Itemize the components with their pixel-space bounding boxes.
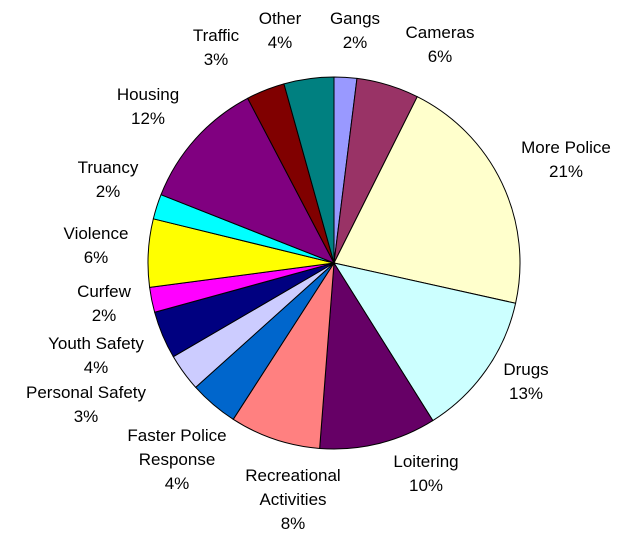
pie-slice-other: [283, 76, 335, 264]
pie-label-line: 2%: [96, 182, 121, 201]
pie-label-line: 2%: [343, 33, 368, 52]
pie-label-line: Curfew: [77, 282, 132, 301]
pie-label-line: Violence: [64, 224, 129, 243]
pie-label-line: Personal Safety: [26, 383, 147, 402]
pie-slice-recreational: [232, 262, 335, 449]
pie-label-line: More Police: [521, 138, 611, 157]
pie-label-violence: Violence 6%: [64, 224, 129, 267]
pie-label-other: Other 4%: [259, 9, 302, 52]
pie-slice-more-police: [333, 96, 521, 304]
pie-label-line: 4%: [84, 358, 109, 377]
pie-label-more-police: More Police 21%: [521, 138, 611, 181]
pie-label-truancy: Truancy 2%: [78, 158, 139, 201]
pie-slice-housing: [160, 97, 335, 264]
pie-label-line: 4%: [268, 33, 293, 52]
pie-label-line: 6%: [84, 248, 109, 267]
pie-label-line: Recreational: [245, 466, 340, 485]
pie-slice-loitering: [319, 262, 434, 450]
pie-label-line: Faster Police: [127, 426, 226, 445]
pie-label-faster-police: Faster Police Response 4%: [127, 426, 226, 493]
pie-label-drugs: Drugs 13%: [503, 360, 548, 403]
pie-label-line: 4%: [165, 474, 190, 493]
pie-label-traffic: Traffic 3%: [193, 26, 240, 69]
pie-label-line: 3%: [74, 407, 99, 426]
pie-label-line: 21%: [549, 162, 583, 181]
pie-label-line: Traffic: [193, 26, 240, 45]
pie-label-line: Housing: [117, 85, 179, 104]
pie-label-line: 8%: [281, 514, 306, 533]
pie-label-line: 13%: [509, 384, 543, 403]
pie-slice-drugs: [333, 262, 517, 422]
pie-label-line: Truancy: [78, 158, 139, 177]
pie-label-line: 12%: [131, 109, 165, 128]
pie-label-line: Other: [259, 9, 302, 28]
pie-label-line: Activities: [259, 490, 326, 509]
pie-label-line: 10%: [409, 476, 443, 495]
pie-label-line: Gangs: [330, 9, 380, 28]
pie-label-line: 2%: [92, 306, 117, 325]
pie-label-line: Cameras: [406, 23, 475, 42]
pie-label-line: Drugs: [503, 360, 548, 379]
pie-label-line: Response: [139, 450, 216, 469]
pie-labels: Gangs 2% Cameras 6% More Police 21% Drugs 13% Lo…: [26, 9, 611, 533]
pie-label-line: Loitering: [393, 452, 458, 471]
pie-label-line: Youth Safety: [48, 334, 144, 353]
pie-label-curfew: Curfew 2%: [77, 282, 132, 325]
pie-label-line: 6%: [428, 47, 453, 66]
pie-label-youth-safety: Youth Safety 4%: [48, 334, 144, 377]
pie-label-recreational: Recreational Activities 8%: [245, 466, 340, 533]
pie-label-gangs: Gangs 2%: [330, 9, 380, 52]
pie-slices: [147, 76, 521, 450]
pie-label-line: 3%: [204, 50, 229, 69]
pie-label-cameras: Cameras 6%: [406, 23, 475, 66]
pie-label-housing: Housing 12%: [117, 85, 179, 128]
pie-label-personal-safety: Personal Safety 3%: [26, 383, 147, 426]
pie-label-loitering: Loitering 10%: [393, 452, 458, 495]
